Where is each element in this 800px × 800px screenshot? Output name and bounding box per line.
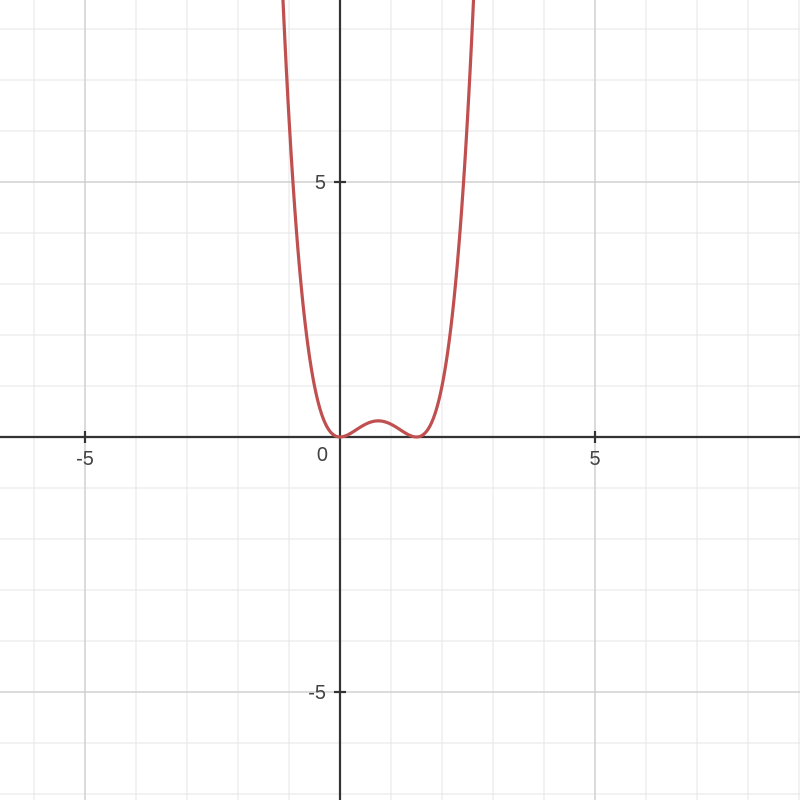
- x-tick-label: 5: [589, 448, 600, 470]
- y-tick-label: 5: [315, 172, 326, 194]
- polynomial-chart: -5 5 -5 5 0: [0, 0, 800, 800]
- chart-container: -5 5 -5 5 0: [0, 0, 800, 800]
- y-tick-label: -5: [308, 682, 326, 704]
- origin-label: 0: [317, 444, 328, 466]
- x-tick-label: -5: [76, 448, 94, 470]
